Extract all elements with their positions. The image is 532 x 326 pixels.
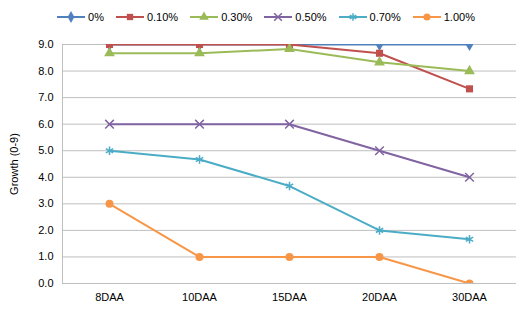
svg-text:7.0: 7.0 (38, 91, 53, 103)
svg-text:20DAA: 20DAA (362, 291, 398, 303)
svg-text:10DAA: 10DAA (182, 291, 218, 303)
svg-text:6.0: 6.0 (38, 118, 53, 130)
svg-text:8.0: 8.0 (38, 65, 53, 77)
svg-text:1.0: 1.0 (38, 250, 53, 262)
svg-text:5.0: 5.0 (38, 144, 53, 156)
html-text:0.50%: 0.50% (295, 11, 327, 23)
html-text:0.10%: 0.10% (146, 11, 179, 23)
svg-text:2.0: 2.0 (38, 224, 53, 236)
html-text:1.00%: 1.00% (443, 11, 475, 23)
html-text:0.70%: 0.70% (369, 11, 401, 23)
svg-text:8DAA: 8DAA (95, 291, 124, 303)
svg-text:30DAA: 30DAA (452, 291, 488, 303)
svg-text:9.0: 9.0 (38, 38, 53, 50)
svg-text:0.0: 0.0 (38, 277, 53, 289)
svg-text:3.0: 3.0 (38, 197, 53, 209)
svg-text:Growth (0-9): Growth (0-9) (8, 133, 20, 195)
html-text:0%: 0% (88, 11, 104, 23)
svg-text:4.0: 4.0 (38, 171, 53, 183)
html-text:0.30%: 0.30% (221, 11, 253, 23)
svg-text:15DAA: 15DAA (272, 291, 308, 303)
